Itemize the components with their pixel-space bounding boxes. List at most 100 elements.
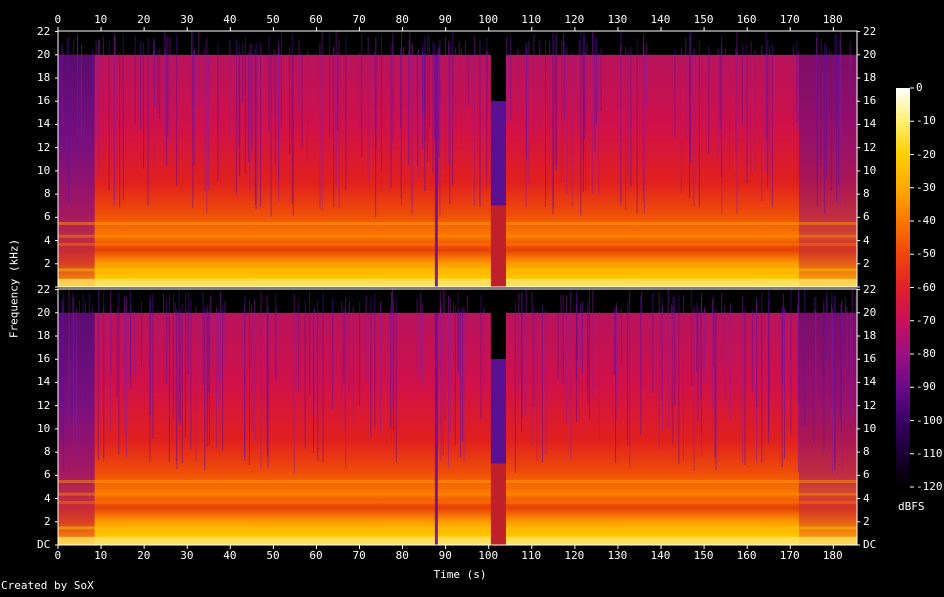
y-tick-label-right: 8	[863, 187, 870, 201]
x-tick-label-bottom: 120	[564, 549, 585, 562]
y-tick-label-right: 14	[863, 117, 877, 131]
fade-out-region	[798, 54, 857, 288]
above-cutoff-band	[58, 31, 857, 55]
x-tick-label-bottom: 90	[438, 549, 452, 562]
y-tick-label-right: 20	[863, 305, 877, 319]
y-tick-label: 16	[37, 352, 51, 366]
x-axis-label: Time (s)	[433, 568, 487, 581]
x-tick-label-top: 30	[180, 13, 194, 26]
x-tick-label-top: 100	[478, 13, 499, 26]
y-tick-label: 10	[37, 163, 51, 177]
gap-residual-low	[490, 205, 506, 287]
y-tick-label: 14	[37, 117, 51, 131]
x-tick-label-bottom: 170	[779, 549, 800, 562]
y-tick-label-right: 4	[863, 233, 870, 247]
x-tick-label-bottom: 180	[822, 549, 843, 562]
x-tick-label-bottom: 30	[180, 549, 194, 562]
harmonic-band	[58, 242, 857, 246]
x-tick-label-top: 20	[137, 13, 151, 26]
x-tick-label-bottom: 20	[137, 549, 151, 562]
fade-out-region	[798, 312, 857, 545]
colorbar-tick-label: -40	[916, 214, 936, 227]
colorbar-unit-label: dBFS	[898, 500, 925, 513]
x-tick-label-top: 40	[223, 13, 237, 26]
harmonic-band	[58, 526, 857, 530]
gap-silence	[490, 289, 506, 360]
channel-1-panel	[57, 30, 858, 288]
x-tick-label-top: 80	[395, 13, 409, 26]
y-tick-label-right: 18	[863, 329, 877, 343]
y-tick-label: 2	[44, 514, 51, 528]
harmonic-band	[58, 492, 857, 496]
low-frequency-energy	[58, 536, 857, 545]
y-tick-label-right: 8	[863, 445, 870, 459]
gap-residual	[490, 359, 506, 464]
y-tick-label-right: 14	[863, 375, 877, 389]
x-tick-label-bottom: 10	[94, 549, 108, 562]
gap-residual	[490, 101, 506, 206]
panel-border	[57, 288, 858, 546]
y-tick-label-right: 20	[863, 47, 877, 61]
x-tick-label-top: 180	[822, 13, 843, 26]
x-tick-label-bottom: 80	[395, 549, 409, 562]
y-tick-label: 18	[37, 71, 51, 85]
y-tick-label: 18	[37, 329, 51, 343]
x-tick-label-top: 150	[693, 13, 714, 26]
colorbar-tick-label: -110	[916, 446, 943, 460]
x-tick-label-top: 60	[309, 13, 323, 26]
y-tick-label-right: DC	[863, 538, 877, 551]
x-tick-label-bottom: 100	[478, 549, 499, 562]
x-tick-label-top: 120	[564, 13, 585, 26]
panel-border	[57, 30, 858, 288]
harmonic-band	[58, 234, 857, 238]
y-tick-label-right: 22	[863, 24, 877, 38]
y-tick-label-right: 22	[863, 282, 877, 296]
y-tick-label: 12	[37, 140, 51, 154]
low-frequency-energy	[58, 278, 857, 287]
y-tick-label: 14	[37, 375, 51, 389]
y-tick-label-right: 16	[863, 94, 877, 108]
colorbar-tick-label: -90	[916, 380, 936, 394]
y-tick-label: 20	[37, 305, 51, 319]
y-tick-label-right: 18	[863, 71, 877, 85]
colorbar-tick-label: -20	[916, 147, 936, 161]
x-tick-label-top: 110	[521, 13, 542, 26]
y-tick-label-right: 4	[863, 491, 870, 505]
x-tick-label-bottom: 110	[521, 549, 542, 562]
y-tick-label: 12	[37, 398, 51, 412]
y-tick-label: 8	[44, 187, 51, 201]
x-tick-label-bottom: 0	[54, 549, 62, 562]
y-tick-label-right: 6	[863, 210, 870, 224]
y-tick-label: 6	[44, 210, 51, 224]
colorbar-tick-label: -80	[916, 347, 936, 360]
y-tick-label: 2	[44, 256, 51, 270]
x-tick-label-bottom: 150	[693, 549, 714, 562]
y-tick-label-right: 16	[863, 352, 877, 366]
y-tick-label: DC	[37, 538, 51, 551]
y-tick-label: 16	[37, 94, 51, 108]
harmonic-band	[58, 500, 857, 504]
harmonic-band	[58, 479, 857, 483]
y-tick-label-right: 2	[863, 514, 870, 528]
y-tick-label: 22	[37, 24, 51, 38]
y-tick-label-right: 10	[863, 421, 877, 435]
x-tick-label-top: 10	[94, 13, 108, 26]
generator-credit: Created by SoX	[1, 579, 94, 592]
x-tick-label-bottom: 70	[352, 549, 366, 562]
y-tick-label: 4	[44, 491, 51, 505]
x-tick-label-bottom: 60	[309, 549, 323, 562]
dropout-line	[434, 312, 438, 545]
harmonic-band	[58, 221, 857, 225]
y-tick-label: 22	[37, 282, 51, 296]
y-tick-label-right: 2	[863, 256, 870, 270]
y-tick-label: 6	[44, 468, 51, 482]
colorbar-tick-label: -50	[916, 247, 936, 261]
x-tick-label-bottom: 40	[223, 549, 237, 562]
channel-2-panel	[57, 288, 858, 546]
y-axis-label: Frequency (kHz)	[7, 238, 21, 339]
y-tick-label: 20	[37, 47, 51, 61]
colorbar-tick-label: 0	[916, 81, 923, 94]
y-tick-label: 4	[44, 233, 51, 247]
